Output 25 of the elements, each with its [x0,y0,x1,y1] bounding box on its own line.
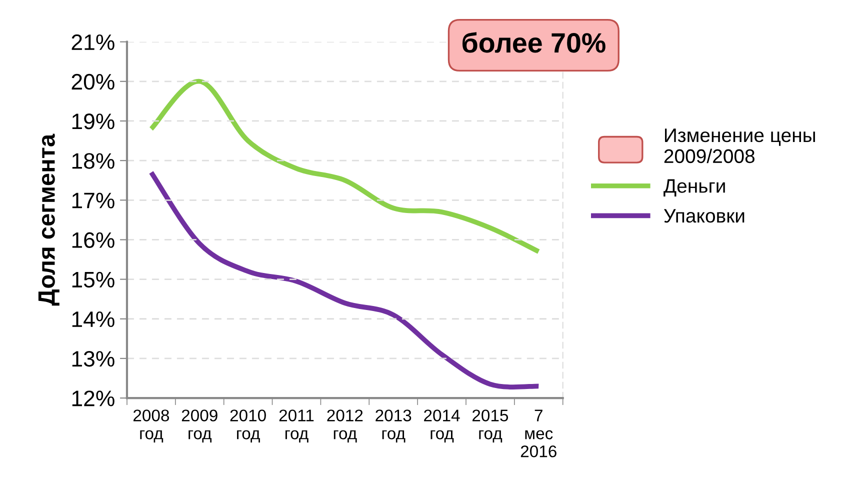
x-tick-label: 2014 год [424,410,460,442]
y-tick-label: 19% [72,114,114,130]
x-tick-label: 2015 год [472,410,508,442]
y-tick-label: 20% [72,74,114,90]
y-tick-label: 12% [72,390,114,406]
x-tick-label: 2008 год [134,410,170,442]
x-tick-label: 2013 год [376,410,412,442]
y-tick-label: 13% [72,350,114,367]
x-tick-label: 2011 год [279,410,314,442]
y-tick-label: 16% [72,232,114,248]
x-tick-label: 7 мес 2016 [520,410,556,458]
x-tick-label: 2012 год [327,410,363,442]
y-tick-label: 18% [72,153,114,169]
y-axis-title: Доля сегмента [38,134,60,306]
legend-label: Упаковки [664,209,744,223]
y-tick-label: 17% [72,192,114,208]
y-tick-label: 21% [72,34,114,50]
x-tick-label: 2010 год [230,410,266,442]
legend-label: Деньги [664,179,725,197]
x-tick-label: 2009 год [182,410,218,442]
annotation: более 70% [462,32,606,53]
y-tick-label: 14% [72,312,114,328]
text: Изменение цены 2009/2008 [664,128,815,164]
line-series [148,78,542,254]
y-tick-label: 15% [72,272,114,288]
